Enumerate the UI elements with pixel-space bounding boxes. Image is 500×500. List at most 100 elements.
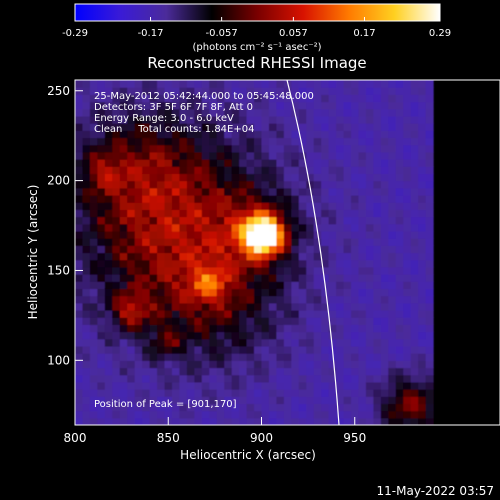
- heatmap-cell: [179, 288, 188, 297]
- heatmap-cell: [179, 123, 188, 131]
- heatmap-cell: [336, 87, 345, 95]
- heatmap-cell: [306, 396, 315, 405]
- heatmap-cell: [283, 101, 292, 110]
- heatmap-cell: [127, 115, 136, 124]
- heatmap-cell: [291, 338, 300, 347]
- heatmap-cell: [418, 245, 427, 254]
- heatmap-cell: [388, 281, 397, 290]
- heatmap-cell: [291, 94, 300, 103]
- heatmap-cell: [395, 389, 404, 397]
- heatmap-cell: [395, 180, 404, 189]
- heatmap-cell: [149, 151, 158, 160]
- heatmap-cell: [209, 216, 218, 225]
- heatmap-cell: [395, 87, 404, 95]
- heatmap-cell: [276, 94, 285, 103]
- heatmap-cell: [336, 137, 345, 146]
- heatmap-cell: [261, 245, 270, 254]
- heatmap-cell: [127, 338, 136, 347]
- heatmap-cell: [328, 410, 337, 419]
- heatmap-cell: [306, 144, 315, 153]
- heatmap-cell: [395, 144, 404, 153]
- heatmap-cell: [343, 166, 352, 175]
- heatmap-cell: [418, 324, 427, 333]
- heatmap-cell: [291, 87, 300, 95]
- heatmap-cell: [261, 281, 270, 290]
- heatmap-cell: [134, 374, 143, 383]
- heatmap-cell: [75, 108, 84, 117]
- heatmap-cell: [186, 94, 195, 103]
- heatmap-cell: [171, 216, 181, 225]
- heatmap-cell: [216, 367, 225, 376]
- heatmap-cell: [246, 302, 255, 311]
- heatmap-cell: [418, 259, 427, 268]
- heatmap-cell: [224, 80, 233, 88]
- heatmap-cell: [127, 151, 136, 160]
- heatmap-cell: [89, 245, 98, 254]
- heatmap-cell: [104, 166, 113, 175]
- heatmap-cell: [179, 130, 188, 139]
- heatmap-cell: [306, 338, 315, 347]
- heatmap-cell: [246, 274, 255, 282]
- heatmap-cell: [164, 130, 173, 139]
- heatmap-cell: [425, 144, 434, 153]
- heatmap-cell: [388, 187, 397, 196]
- heatmap-cell: [343, 80, 352, 88]
- heatmap-cell: [418, 309, 427, 318]
- heatmap-cell: [209, 309, 218, 318]
- heatmap-cell: [343, 151, 352, 160]
- heatmap-cell: [410, 338, 419, 347]
- heatmap-cell: [231, 87, 240, 95]
- heatmap-cell: [164, 80, 173, 81]
- heatmap-cell: [179, 417, 188, 425]
- heatmap-cell: [164, 209, 173, 218]
- heatmap-cell: [298, 381, 307, 390]
- heatmap-cell: [171, 396, 181, 405]
- heatmap-cell: [171, 80, 181, 81]
- heatmap-cell: [89, 396, 98, 405]
- heatmap-cell: [246, 417, 255, 425]
- heatmap-cell: [328, 360, 337, 369]
- heatmap-cell: [164, 317, 173, 325]
- heatmap-cell: [291, 331, 300, 340]
- heatmap-cell: [239, 417, 248, 425]
- heatmap-cell: [365, 374, 374, 383]
- heatmap-cell: [239, 80, 248, 81]
- heatmap-cell: [261, 338, 270, 347]
- heatmap-cell: [171, 252, 181, 261]
- heatmap-cell: [209, 173, 218, 182]
- heatmap-cell: [298, 338, 307, 347]
- heatmap-cell: [157, 80, 166, 81]
- heatmap-cell: [201, 230, 210, 239]
- heatmap-cell: [291, 144, 300, 153]
- heatmap-cell: [157, 223, 166, 232]
- heatmap-cell: [298, 101, 307, 110]
- heatmap-cell: [157, 381, 166, 390]
- heatmap-cell: [112, 151, 121, 160]
- heatmap-cell: [216, 381, 225, 390]
- heatmap-cell: [134, 166, 143, 175]
- heatmap-cell: [395, 410, 404, 419]
- heatmap-cell: [425, 345, 434, 354]
- heatmap-cell: [149, 115, 158, 124]
- heatmap-cell: [351, 166, 360, 175]
- heatmap-cell: [142, 108, 151, 117]
- heatmap-cell: [149, 180, 158, 189]
- heatmap-cell: [134, 274, 143, 282]
- heatmap-cell: [321, 180, 330, 189]
- heatmap-cell: [179, 87, 188, 95]
- heatmap-cell: [216, 396, 225, 405]
- heatmap-cell: [328, 317, 337, 325]
- heatmap-cell: [388, 396, 397, 405]
- heatmap-cell: [142, 403, 151, 412]
- y-tick-label: 100: [47, 353, 70, 367]
- heatmap-cell: [261, 288, 270, 297]
- heatmap-cell: [142, 159, 151, 167]
- heatmap-cell: [142, 115, 151, 124]
- heatmap-cell: [425, 101, 434, 110]
- heatmap-cell: [104, 80, 113, 81]
- heatmap-cell: [75, 151, 84, 160]
- heatmap-cell: [313, 94, 322, 103]
- heatmap-cell: [358, 115, 367, 124]
- heatmap-cell: [291, 137, 300, 146]
- heatmap-cell: [306, 403, 315, 412]
